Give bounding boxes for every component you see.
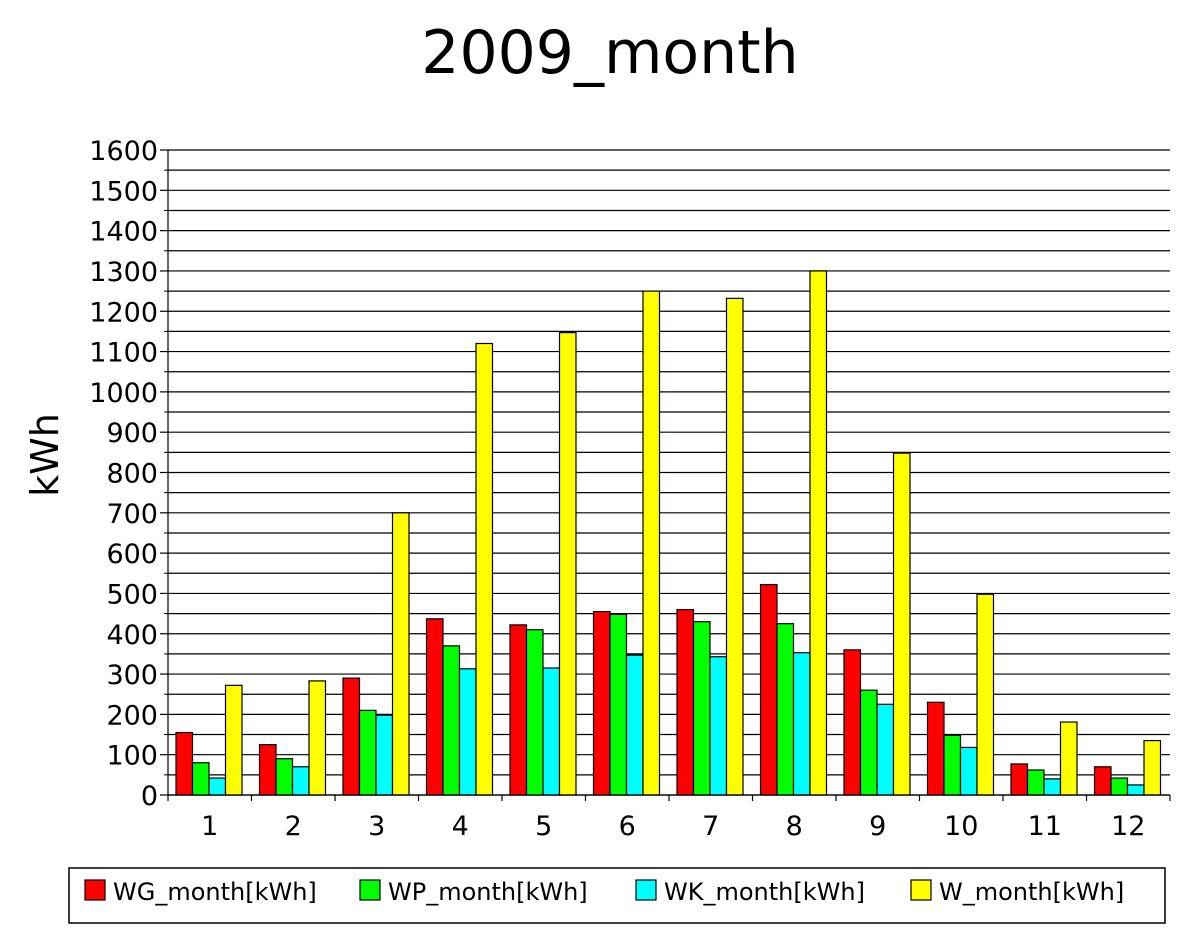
bar-2-10	[943, 734, 962, 796]
bar-3-3	[375, 714, 394, 796]
y-tick-label: 0	[141, 781, 158, 812]
bar-2-6	[609, 613, 628, 796]
bar-2-7	[692, 621, 711, 796]
bar-3-10	[959, 746, 978, 796]
legend-label: WP_month[kWh]	[388, 878, 588, 906]
x-tick-label: 4	[452, 811, 469, 842]
x-tick-label: 11	[1028, 811, 1062, 842]
y-tick-label: 400	[106, 620, 158, 651]
bar-3-6	[625, 654, 644, 796]
bar-1-7	[676, 608, 695, 796]
bar-3-5	[542, 667, 561, 796]
y-tick-label: 100	[106, 741, 158, 772]
bar-4-3	[391, 512, 410, 796]
bar-4-10	[976, 593, 995, 796]
bar-1-1	[175, 731, 194, 796]
bar-4-4	[475, 342, 494, 796]
bar-2-8	[776, 623, 795, 796]
x-tick-label: 5	[535, 811, 552, 842]
bar-1-10	[926, 701, 945, 796]
y-tick-label: 700	[106, 499, 158, 530]
bar-2-4	[442, 645, 461, 796]
x-tick-label: 3	[368, 811, 385, 842]
bar-2-11	[1026, 769, 1045, 796]
y-tick-labels: 0 100 200 300 400 500 600 700 800 900 1000 1100 1200…	[89, 136, 158, 812]
y-tick-label: 1200	[89, 297, 158, 328]
y-tick-label: 900	[106, 418, 158, 449]
bar-3-2	[291, 766, 310, 796]
bar-1-9	[843, 649, 862, 796]
bar-2-1	[191, 762, 210, 796]
bar-3-9	[876, 703, 895, 796]
bar-1-3	[342, 677, 361, 796]
legend-box	[68, 867, 1166, 924]
bar-3-7	[709, 656, 728, 796]
y-tick-label: 1000	[89, 378, 158, 409]
legend: WG_month[kWh] WP_month[kWh] WK_month[kWh] W…	[68, 867, 1166, 924]
x-tick-label: 7	[702, 811, 719, 842]
x-tick-label: 10	[944, 811, 978, 842]
legend-label: WG_month[kWh]	[113, 878, 317, 906]
bar-1-5	[509, 624, 528, 796]
chart-title: 2009_month	[421, 18, 798, 88]
y-axis-label: kWh	[23, 413, 67, 497]
bar-4-7	[725, 297, 744, 796]
y-tick-label: 500	[106, 579, 158, 610]
legend-label: W_month[kWh]	[939, 878, 1124, 906]
bar-1-2	[258, 744, 277, 796]
bar-3-8	[792, 652, 811, 796]
bar-1-11	[1010, 763, 1029, 796]
bar-3-12	[1126, 784, 1145, 796]
legend-label: WK_month[kWh]	[664, 878, 865, 906]
bar-4-11	[1059, 721, 1078, 796]
bar-2-3	[358, 709, 377, 796]
y-tick-label: 1300	[89, 257, 158, 288]
bar-1-8	[759, 583, 778, 796]
x-tick-label: 1	[201, 811, 218, 842]
axes	[160, 149, 1171, 801]
legend-swatch	[84, 879, 106, 901]
y-tick-label: 800	[106, 459, 158, 490]
x-tick-label: 9	[869, 811, 886, 842]
bar-1-6	[592, 610, 611, 796]
x-tick-label: 12	[1111, 811, 1145, 842]
bar-3-4	[458, 668, 477, 796]
bar-4-6	[642, 290, 661, 796]
bar-4-8	[809, 270, 828, 796]
bar-3-1	[208, 777, 227, 796]
bar-4-1	[224, 684, 243, 796]
y-tick-label: 200	[106, 700, 158, 731]
y-tick-label: 1600	[89, 136, 158, 167]
bar-2-12	[1110, 777, 1129, 796]
bar-2-9	[859, 689, 878, 796]
x-tick-labels: 1 2 3 4 5 6 7 8 9 10 11 12	[201, 811, 1145, 842]
gridlines	[168, 149, 1170, 796]
x-tick-label: 6	[619, 811, 636, 842]
bar-3-11	[1043, 778, 1062, 796]
legend-swatch	[359, 879, 381, 901]
y-tick-label: 1100	[89, 338, 158, 369]
y-tick-label: 600	[106, 539, 158, 570]
bar-1-4	[425, 618, 444, 796]
legend-swatch	[635, 879, 657, 901]
bar-4-9	[892, 452, 911, 796]
bar-4-12	[1143, 739, 1162, 796]
x-tick-label: 8	[786, 811, 803, 842]
bar-2-5	[525, 629, 544, 796]
bar-2-2	[275, 758, 294, 796]
x-tick-label: 2	[285, 811, 302, 842]
bar-4-5	[558, 332, 577, 796]
y-tick-label: 1500	[89, 176, 158, 207]
y-tick-label: 1400	[89, 217, 158, 248]
bar-1-12	[1093, 766, 1112, 796]
y-tick-label: 300	[106, 660, 158, 691]
bar-4-2	[308, 680, 327, 796]
legend-swatch	[910, 879, 932, 901]
